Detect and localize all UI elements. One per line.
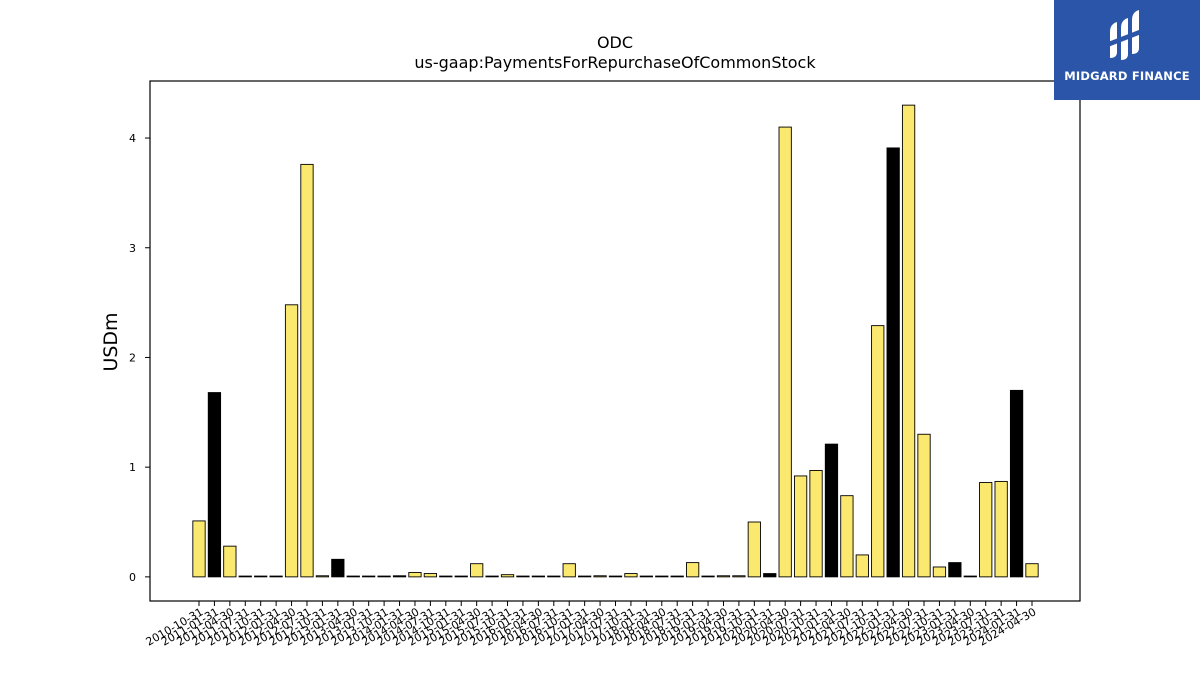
bar-2011-01-31 [207, 392, 222, 578]
bar-2020-04-30 [778, 126, 792, 578]
bar-2020-10-31 [809, 470, 823, 578]
chart-subtitle: us-gaap:PaymentsForRepurchaseOfCommonSto… [414, 53, 816, 72]
bar-2018-04-30 [655, 575, 669, 578]
y-tick-label: 2 [129, 351, 136, 364]
bar-2015-10-31 [500, 574, 515, 578]
logo-text: MIDGARD FINANCE [1064, 69, 1190, 83]
bar-2018-01-31 [639, 575, 653, 578]
y-tick-label: 1 [129, 461, 136, 474]
bar-2021-07-31 [855, 554, 869, 578]
bar-2016-01-31 [516, 575, 530, 578]
bars-group [192, 104, 1039, 578]
bar-2017-07-31 [608, 575, 623, 578]
bar-2015-04-30 [470, 563, 484, 578]
bar-2023-01-31 [948, 562, 962, 578]
bar-2012-04-30 [284, 304, 299, 578]
bar-2019-10-31 [747, 521, 761, 578]
chart-title: ODC [597, 33, 633, 52]
bar-2022-07-31 [917, 433, 931, 578]
y-axis-label: USDm [100, 312, 122, 371]
bar-2014-01-31 [392, 575, 407, 578]
logo-mark-icon [1108, 10, 1144, 60]
bar-2021-04-30 [840, 495, 854, 578]
bar-2024-01-31 [1009, 389, 1024, 578]
y-tick-label: 0 [129, 571, 136, 584]
x-axis: 2010-10-312011-01-312011-04-302011-07-31… [144, 601, 1039, 649]
bar-2014-07-31 [423, 573, 438, 578]
bar-2011-04-30 [223, 545, 237, 578]
bar-2018-07-31 [670, 575, 684, 578]
bar-2022-10-31 [932, 566, 947, 578]
bar-2013-10-31 [377, 575, 391, 578]
bar-2013-04-30 [346, 575, 360, 578]
bar-2015-01-31 [454, 575, 468, 578]
bar-2016-10-31 [562, 563, 576, 578]
bar-2013-07-31 [362, 575, 376, 578]
bar-2023-10-31 [994, 480, 1008, 578]
bar-2012-10-31 [315, 575, 330, 578]
bar-2019-07-31 [732, 575, 746, 578]
bar-2014-04-30 [408, 572, 422, 578]
bar-2024-04-30 [1025, 563, 1039, 578]
y-tick-label: 4 [129, 132, 136, 145]
bar-2017-04-30 [593, 575, 607, 578]
bar-2019-01-31 [701, 575, 715, 578]
y-tick-label: 3 [129, 242, 136, 255]
bar-2011-10-31 [254, 575, 268, 578]
bar-2016-04-30 [531, 575, 545, 578]
bar-2022-01-31 [886, 147, 900, 578]
bar-2012-01-31 [269, 575, 283, 578]
bar-2010-10-31 [192, 520, 206, 578]
bar-2018-10-31 [686, 562, 700, 578]
plot-frame [149, 80, 1081, 602]
y-axis: 0 1 2 3 4 [129, 132, 150, 584]
bar-2013-01-31 [331, 558, 345, 578]
bar-2012-07-31 [300, 163, 314, 578]
bar-2017-01-31 [578, 575, 592, 578]
midgard-finance-logo: MIDGARD FINANCE [1054, 0, 1200, 100]
bar-2015-07-31 [485, 575, 499, 578]
bar-2016-07-31 [547, 575, 561, 578]
bar-2023-04-30 [963, 575, 977, 578]
bar-2021-01-31 [824, 443, 839, 578]
bar-2022-04-30 [901, 104, 916, 578]
bar-2017-10-31 [624, 573, 638, 578]
bar-2021-10-31 [871, 325, 885, 578]
bar-2011-07-31 [238, 575, 252, 578]
bar-2023-07-31 [979, 482, 993, 578]
bar-2014-10-31 [439, 575, 453, 578]
bar-2020-01-31 [763, 573, 777, 578]
bar-2019-04-30 [716, 575, 731, 578]
bar-2020-07-31 [793, 475, 808, 578]
